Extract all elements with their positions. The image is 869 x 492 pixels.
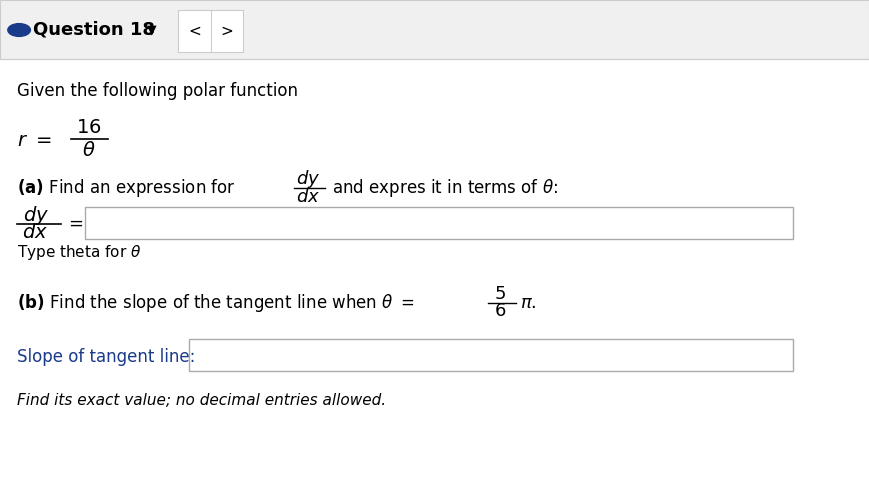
Text: ▼: ▼ <box>147 23 157 36</box>
FancyBboxPatch shape <box>85 207 793 239</box>
Text: Slope of tangent line:: Slope of tangent line: <box>17 348 196 366</box>
Text: <: < <box>188 23 201 38</box>
Text: $\mathbf{(b)}$ Find the slope of the tangent line when $\theta\ =$: $\mathbf{(b)}$ Find the slope of the tan… <box>17 292 415 313</box>
Text: $dx$: $dx$ <box>296 188 321 206</box>
Text: $6$: $6$ <box>494 303 506 320</box>
FancyBboxPatch shape <box>0 0 869 59</box>
Text: $\theta$: $\theta$ <box>82 141 96 159</box>
Text: $dx$: $dx$ <box>22 223 48 242</box>
Text: Type theta for $\theta$: Type theta for $\theta$ <box>17 243 142 262</box>
Text: $r\ =$: $r\ =$ <box>17 131 52 150</box>
Text: $16$: $16$ <box>76 119 101 137</box>
Text: Question 18: Question 18 <box>33 21 155 38</box>
Text: >: > <box>221 23 234 38</box>
Text: and expres it in terms of $\theta$:: and expres it in terms of $\theta$: <box>332 177 558 199</box>
Text: $5$: $5$ <box>494 285 506 303</box>
Text: $\mathbf{(a)}$ Find an expression for: $\mathbf{(a)}$ Find an expression for <box>17 177 236 199</box>
FancyBboxPatch shape <box>178 10 243 52</box>
Text: =: = <box>68 215 83 233</box>
Text: Given the following polar function: Given the following polar function <box>17 82 298 100</box>
Text: Find its exact value; no decimal entries allowed.: Find its exact value; no decimal entries… <box>17 394 387 408</box>
Text: $dy$: $dy$ <box>23 204 50 226</box>
Text: $dy$: $dy$ <box>296 168 321 189</box>
FancyBboxPatch shape <box>189 339 793 371</box>
Text: $\pi.$: $\pi.$ <box>520 294 536 311</box>
Circle shape <box>8 24 30 36</box>
